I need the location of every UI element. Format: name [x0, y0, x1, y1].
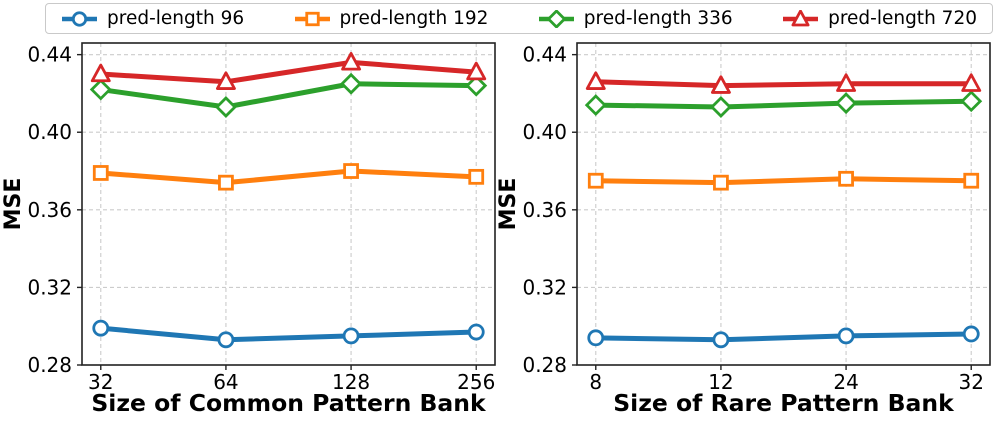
series-pred-length-336 [89, 72, 488, 118]
y-tick-label: 0.32 [27, 275, 72, 299]
series-pred-length-96 [587, 325, 980, 349]
x-tick-label: 128 [332, 370, 370, 394]
x-tick-label: 256 [457, 370, 495, 394]
series-pred-length-96 [92, 319, 485, 349]
x-tick-label: 32 [88, 370, 113, 394]
legend-label: pred-length 192 [339, 8, 489, 29]
circle-marker-icon [62, 10, 97, 27]
y-tick-label: 0.36 [27, 198, 72, 222]
y-tick-label: 0.44 [27, 43, 72, 67]
legend-item-pred-192: pred-length 192 [294, 8, 489, 29]
legend-item-pred-96: pred-length 96 [61, 8, 244, 29]
y-tick-label: 0.32 [522, 275, 567, 299]
legend-label: pred-length 96 [107, 8, 245, 29]
y-tick-label: 0.40 [27, 120, 72, 144]
y-axis-title: MSE [1, 178, 26, 231]
x-axis-title: Size of Rare Pattern Bank [613, 389, 955, 417]
left-panel: 32 64 128 256 0.28 0.32 0.36 0.40 0.44 Size of Co… [1, 42, 496, 417]
x-tick-label: 32 [959, 370, 984, 394]
x-tick-label: 64 [213, 370, 238, 394]
x-tick-label: 8 [589, 370, 602, 394]
right-panel: 8 12 24 32 0.28 0.32 0.36 0.40 0.44 Size of Rare … [496, 42, 991, 417]
diamond-marker-icon [538, 9, 574, 28]
series-pred-length-336 [584, 90, 983, 118]
series-pred-length-720 [585, 71, 982, 94]
square-marker-icon [294, 11, 330, 26]
series-pred-length-192 [92, 163, 485, 191]
legend-item-pred-720: pred-length 720 [782, 8, 977, 29]
y-tick-label: 0.28 [27, 353, 72, 377]
legend-label: pred-length 720 [828, 8, 977, 29]
chart-legend: pred-length 96 pred-length 192 pred-leng… [45, 3, 993, 34]
y-tick-label: 0.44 [522, 43, 567, 67]
y-tick-label: 0.40 [522, 120, 567, 144]
legend-item-pred-336: pred-length 336 [538, 8, 733, 29]
legend-label: pred-length 336 [583, 8, 733, 29]
y-tick-label: 0.28 [522, 353, 567, 377]
x-tick-label: 12 [708, 370, 733, 394]
triangle-marker-icon [783, 9, 819, 26]
series-pred-length-720 [90, 51, 487, 90]
x-axis-title: Size of Common Pattern Bank [91, 389, 487, 417]
y-axis-title: MSE [496, 178, 521, 231]
x-tick-label: 24 [833, 370, 858, 394]
y-tick-label: 0.36 [522, 198, 567, 222]
series-pred-length-192 [587, 170, 980, 191]
